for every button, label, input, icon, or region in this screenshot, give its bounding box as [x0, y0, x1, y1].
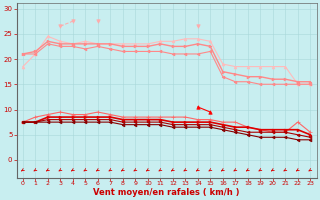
X-axis label: Vent moyen/en rafales ( km/h ): Vent moyen/en rafales ( km/h ): [93, 188, 240, 197]
